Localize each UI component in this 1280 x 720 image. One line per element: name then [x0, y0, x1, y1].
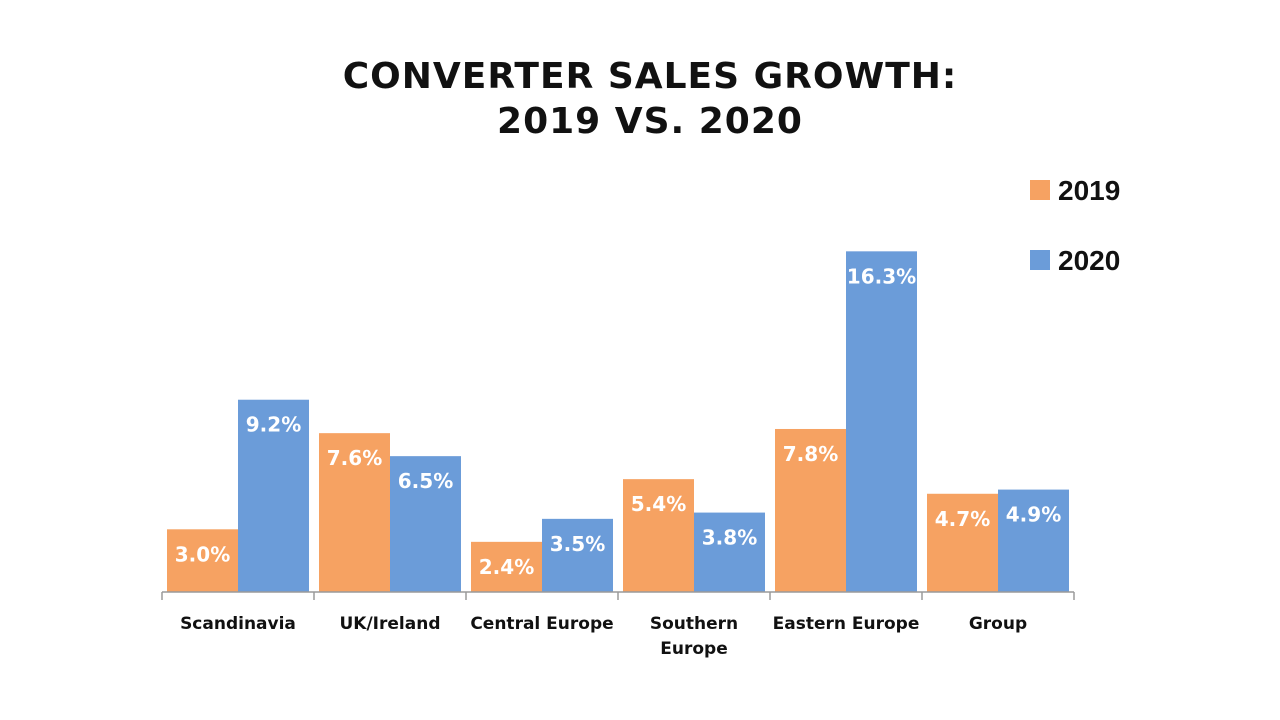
bar-2019-4: [775, 428, 846, 592]
category-label-3-0: Southern: [650, 614, 738, 634]
bar-2019-3: [623, 479, 694, 592]
bar-2019-2: [471, 541, 542, 592]
bar-2020-2: [542, 518, 613, 592]
category-label-2-0: Central Europe: [470, 614, 613, 634]
data-label-2019-5: 4.7%: [935, 507, 990, 531]
legend-label-2019: 2019: [1058, 175, 1120, 206]
bar-2019-0: [167, 529, 238, 592]
bar-2019-1: [319, 433, 390, 592]
bar-2020-3: [694, 512, 765, 592]
data-label-2020-4: 16.3%: [847, 264, 916, 288]
data-label-2019-0: 3.0%: [175, 542, 230, 566]
chart-title-line-2: 2019 VS. 2020: [497, 101, 803, 142]
legend-label-2020: 2020: [1058, 245, 1120, 276]
data-label-2020-5: 4.9%: [1006, 503, 1061, 527]
category-label-0-0: Scandinavia: [180, 614, 296, 634]
data-label-2019-1: 7.6%: [327, 446, 382, 470]
bar-2020-5: [998, 489, 1069, 592]
category-label-3-1: Europe: [660, 639, 727, 659]
data-label-2019-4: 7.8%: [783, 442, 838, 466]
bar-2020-4: [846, 251, 917, 592]
category-label-1-0: UK/Ireland: [340, 614, 441, 634]
legend: 2019 2020: [1030, 175, 1120, 276]
data-label-2019-3: 5.4%: [631, 492, 686, 516]
chart-title-line-1: CONVERTER SALES GROWTH:: [343, 56, 958, 97]
data-label-2020-1: 6.5%: [398, 469, 453, 493]
data-label-2019-2: 2.4%: [479, 555, 534, 579]
category-label-4-0: Eastern Europe: [773, 614, 920, 634]
data-label-2020-2: 3.5%: [550, 532, 605, 556]
plot-area: 3.0% 9.2% 7.6% 6.5% 2.4% 3.5% 5.4% 3.8% 7.8% 16.3…: [161, 251, 1075, 659]
legend-swatch-2019: [1030, 180, 1050, 200]
bar-2019-5: [927, 493, 998, 592]
data-label-2020-0: 9.2%: [246, 413, 301, 437]
bar-2020-0: [238, 399, 309, 592]
data-label-2020-3: 3.8%: [702, 526, 757, 550]
bar-2020-1: [390, 456, 461, 592]
legend-swatch-2020: [1030, 250, 1050, 270]
category-label-5-0: Group: [969, 614, 1027, 634]
